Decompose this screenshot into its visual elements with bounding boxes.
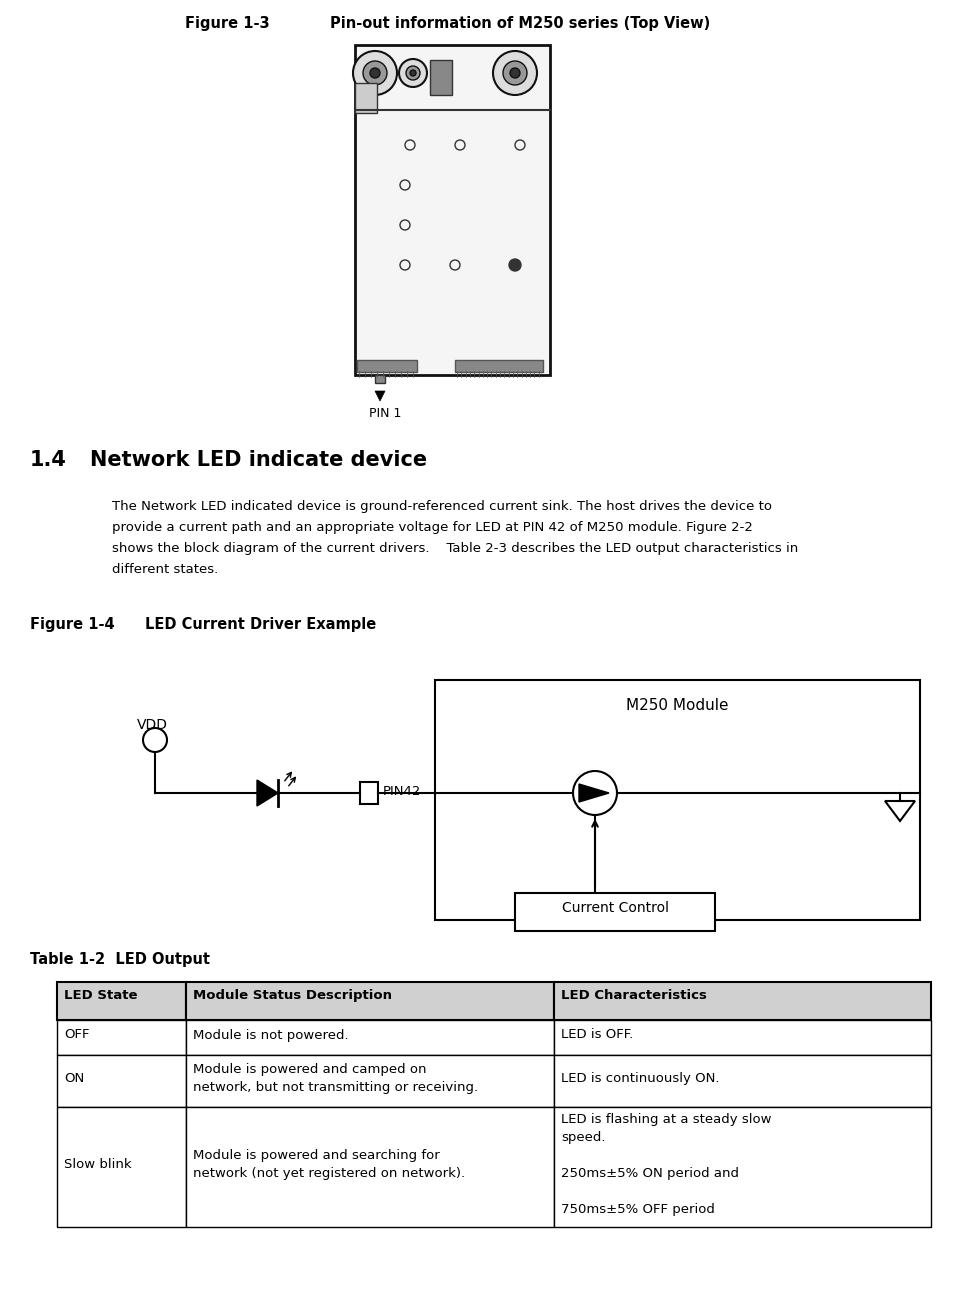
Text: 750ms±5% OFF period: 750ms±5% OFF period	[560, 1202, 714, 1215]
Bar	[515, 893, 714, 931]
Circle shape	[509, 69, 520, 78]
Bar	[430, 59, 451, 94]
Polygon shape	[257, 780, 277, 806]
Bar	[357, 359, 416, 372]
Circle shape	[573, 771, 616, 815]
Circle shape	[353, 50, 397, 94]
Bar	[355, 83, 376, 112]
Bar	[553, 1020, 930, 1055]
Text: PIN 1: PIN 1	[368, 407, 401, 420]
Text: Table 1-2  LED Output: Table 1-2 LED Output	[30, 952, 210, 967]
Text: LED is OFF.: LED is OFF.	[560, 1028, 632, 1041]
Bar	[553, 981, 930, 1020]
Circle shape	[515, 140, 525, 150]
Bar	[186, 1107, 553, 1227]
Text: 1.4: 1.4	[30, 450, 66, 469]
Circle shape	[400, 180, 409, 190]
Text: network, but not transmitting or receiving.: network, but not transmitting or receivi…	[192, 1081, 478, 1094]
Text: Pin-out information of M250 series (Top View): Pin-out information of M250 series (Top …	[329, 16, 709, 31]
Circle shape	[400, 220, 409, 230]
Bar	[57, 981, 186, 1020]
Bar	[553, 1107, 930, 1227]
Bar	[57, 1020, 186, 1055]
Text: LED is continuously ON.: LED is continuously ON.	[560, 1072, 719, 1085]
Text: Module Status Description: Module Status Description	[192, 989, 392, 1002]
Circle shape	[449, 260, 459, 270]
Circle shape	[492, 50, 536, 94]
Bar	[360, 782, 378, 804]
Text: Network LED indicate device: Network LED indicate device	[90, 450, 427, 469]
Bar	[186, 981, 553, 1020]
Circle shape	[400, 260, 409, 270]
Circle shape	[409, 70, 415, 76]
Text: M250 Module: M250 Module	[625, 698, 728, 712]
Bar	[454, 359, 542, 372]
Polygon shape	[374, 390, 385, 401]
Text: VDD: VDD	[137, 718, 168, 732]
Text: OFF: OFF	[64, 1028, 90, 1041]
Bar	[57, 1055, 186, 1107]
Circle shape	[454, 140, 464, 150]
Circle shape	[143, 728, 167, 753]
Text: ON: ON	[64, 1072, 84, 1085]
Text: 250ms±5% ON period and: 250ms±5% ON period and	[560, 1168, 738, 1181]
Polygon shape	[884, 800, 914, 821]
Polygon shape	[578, 784, 609, 802]
Text: Figure 1-4: Figure 1-4	[30, 617, 114, 632]
Circle shape	[502, 61, 527, 85]
Text: shows the block diagram of the current drivers.    Table 2-3 describes the LED o: shows the block diagram of the current d…	[112, 542, 797, 555]
Text: speed.: speed.	[560, 1131, 605, 1144]
Bar	[186, 1020, 553, 1055]
Text: Current Control: Current Control	[561, 901, 668, 915]
Text: LED State: LED State	[64, 989, 138, 1002]
Text: Module is not powered.: Module is not powered.	[192, 1028, 348, 1041]
Bar	[355, 45, 549, 375]
Text: Module is powered and camped on: Module is powered and camped on	[192, 1063, 426, 1076]
Circle shape	[369, 69, 380, 78]
Circle shape	[362, 61, 387, 85]
Text: network (not yet registered on network).: network (not yet registered on network).	[192, 1168, 464, 1181]
Bar	[186, 1055, 553, 1107]
Bar	[553, 1055, 930, 1107]
Text: Module is powered and searching for: Module is powered and searching for	[192, 1149, 439, 1162]
Text: Slow blink: Slow blink	[64, 1159, 132, 1171]
Text: Figure 1-3: Figure 1-3	[185, 16, 270, 31]
Bar	[57, 1107, 186, 1227]
Text: provide a current path and an appropriate voltage for LED at PIN 42 of M250 modu: provide a current path and an appropriat…	[112, 521, 752, 534]
Circle shape	[404, 140, 414, 150]
Text: LED is flashing at a steady slow: LED is flashing at a steady slow	[560, 1113, 771, 1126]
Text: The Network LED indicated device is ground-referenced current sink. The host dri: The Network LED indicated device is grou…	[112, 500, 771, 513]
Circle shape	[508, 259, 521, 272]
Circle shape	[405, 66, 419, 80]
Text: different states.: different states.	[112, 562, 218, 575]
Text: LED Characteristics: LED Characteristics	[560, 989, 706, 1002]
Bar	[435, 680, 919, 921]
Circle shape	[399, 59, 427, 87]
Text: PIN42: PIN42	[383, 785, 421, 798]
Text: LED Current Driver Example: LED Current Driver Example	[145, 617, 376, 632]
Bar	[374, 375, 385, 383]
